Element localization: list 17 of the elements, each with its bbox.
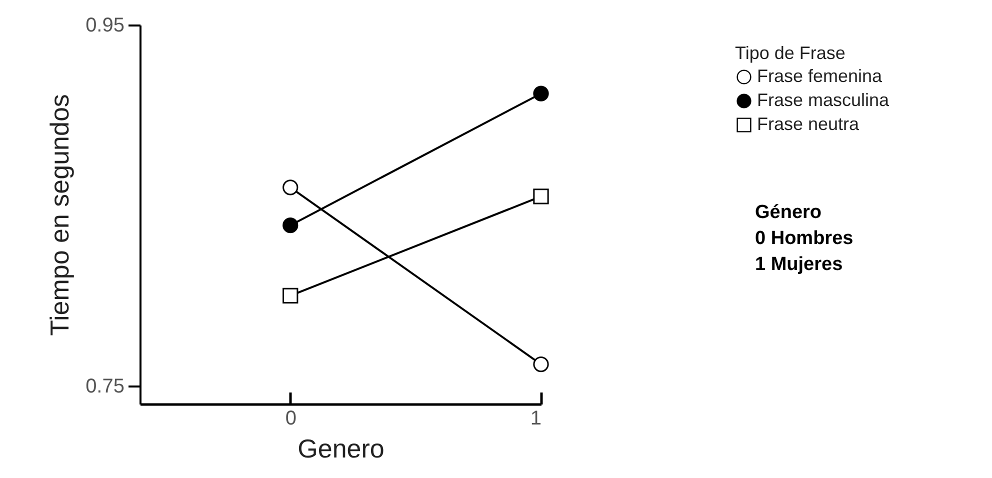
point bbox=[533, 356, 549, 372]
text: Género 0 Hombres 1 Mujeres bbox=[755, 202, 854, 275]
legend-label: Frase neutra bbox=[757, 114, 860, 134]
point bbox=[282, 180, 298, 196]
x-tick-label: 0 bbox=[285, 408, 296, 430]
y-tick-label: 0.95 bbox=[86, 14, 124, 36]
point bbox=[282, 218, 298, 234]
y-tick-label: 0.75 bbox=[86, 375, 124, 398]
legend-label: Frase femenina bbox=[757, 66, 884, 86]
legend-label: Frase masculina bbox=[757, 90, 890, 110]
point bbox=[533, 86, 549, 102]
x-tick-label: 1 bbox=[530, 408, 542, 430]
y-axis-title: Tiempo en segundos bbox=[44, 94, 75, 336]
legend-title: Tipo de Frase bbox=[735, 43, 846, 63]
point bbox=[533, 188, 549, 204]
x-axis-title: Genero bbox=[298, 434, 384, 464]
point bbox=[282, 288, 298, 304]
